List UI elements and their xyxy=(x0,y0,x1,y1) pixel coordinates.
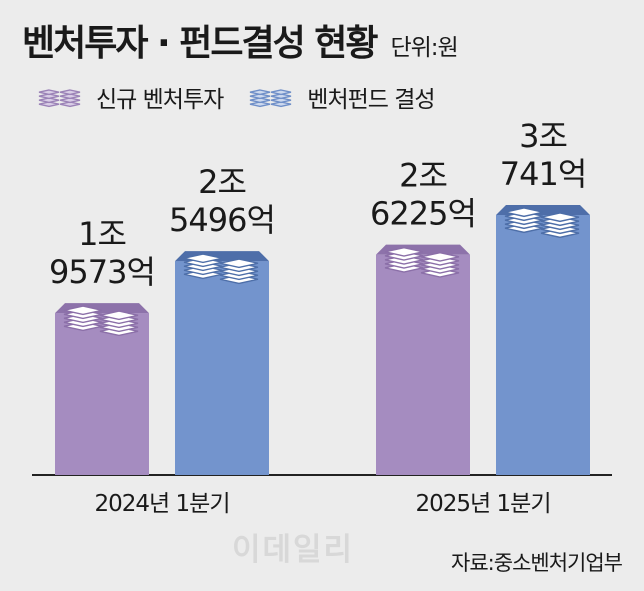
category-label: 2025년 1분기 xyxy=(416,491,551,517)
value-label: 5496억 xyxy=(169,201,275,239)
legend-label-fund: 벤처펀드 결성 xyxy=(307,87,435,113)
money-stack-icon xyxy=(250,89,271,108)
legend-item-fund: 벤처펀드 결성 xyxy=(247,80,436,114)
title-row: 벤처투자 · 펀드결성 현황 단위:원 xyxy=(22,14,459,66)
money-stack-icon xyxy=(540,212,580,239)
money-stack-icon xyxy=(59,89,81,108)
value-label: 2조 xyxy=(399,157,447,195)
money-stack-icon xyxy=(219,258,259,285)
value-label: 2조 xyxy=(198,163,246,201)
category-label: 2024년 1분기 xyxy=(95,491,230,517)
value-label: 9573억 xyxy=(49,253,155,291)
bar-0-0 xyxy=(55,303,149,475)
value-label: 6225억 xyxy=(370,195,476,233)
money-stack-icon xyxy=(384,246,424,273)
unit-label: 단위:원 xyxy=(390,35,458,61)
bar-1-0 xyxy=(175,251,269,475)
legend: 신규 벤처투자 벤처펀드 결성 xyxy=(36,80,459,114)
legend-item-investment: 신규 벤처투자 xyxy=(36,80,224,114)
value-label: 1조 xyxy=(78,215,126,253)
value-label: 741억 xyxy=(500,155,587,193)
money-stack-icon xyxy=(420,251,460,278)
chart-title: 벤처투자 · 펀드결성 현황 xyxy=(22,23,378,64)
money-stack-icon xyxy=(99,310,139,337)
money-stack-icon xyxy=(63,305,103,332)
legend-label-investment: 신규 벤처투자 xyxy=(96,87,224,113)
money-stack-icon-purple xyxy=(38,89,81,108)
value-label: 3조 xyxy=(519,117,567,155)
money-stack-icon xyxy=(38,89,60,108)
money-stack-icon-blue xyxy=(250,89,292,108)
source-note: 자료:중소벤처기업부 xyxy=(451,551,623,575)
bar-0-1 xyxy=(376,244,470,475)
bar-1-1 xyxy=(496,205,590,475)
money-stack-icon xyxy=(271,89,292,108)
watermark: 이데일리 xyxy=(232,532,355,568)
money-stack-icon xyxy=(183,253,223,280)
money-stack-icon xyxy=(504,207,544,234)
